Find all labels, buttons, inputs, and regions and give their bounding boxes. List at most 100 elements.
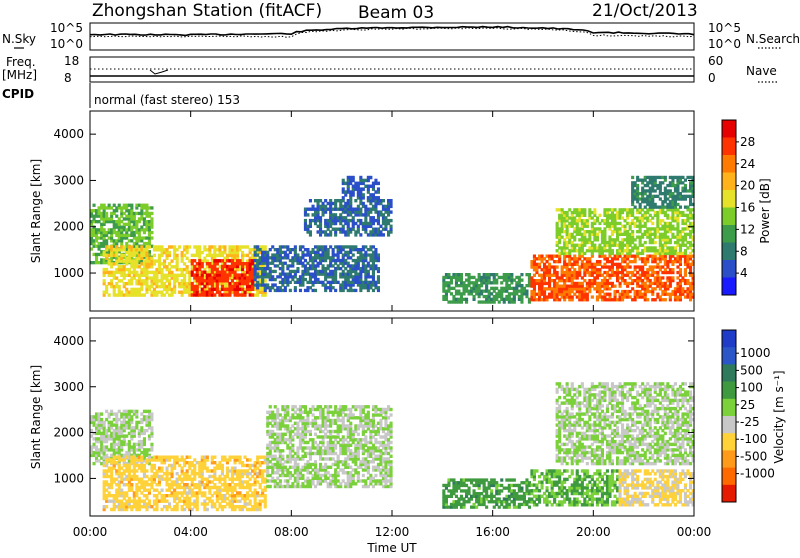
power-cell — [520, 273, 523, 276]
power-cell — [294, 245, 297, 248]
power-cell — [671, 276, 674, 279]
power-colorbar-cell — [722, 260, 736, 278]
power-cell — [150, 217, 153, 220]
cpid-panel: CPID normal (fast stereo) 153 — [2, 83, 240, 108]
power-heatmap — [90, 176, 695, 304]
power-cell — [644, 241, 647, 244]
power-colorbar-cell — [722, 243, 736, 261]
power-cell — [382, 233, 385, 236]
power-cell — [130, 204, 133, 207]
velocity-heatmap — [90, 382, 695, 511]
power-cell — [591, 295, 594, 298]
power-cell — [382, 199, 385, 202]
power-cell — [654, 241, 657, 244]
power-cell — [203, 271, 206, 274]
power-cell — [362, 202, 365, 205]
power-colorbar-cell — [722, 173, 736, 191]
power-cell — [241, 268, 244, 271]
power-cell — [198, 259, 201, 262]
power-cell — [614, 285, 617, 288]
power-cell — [364, 228, 367, 231]
power-cell — [684, 184, 687, 187]
power-colorbar-tick-label: 28 — [740, 135, 755, 149]
power-cell — [196, 285, 199, 288]
power-cell — [334, 289, 337, 292]
power-colorbar-label: Power [dB] — [758, 178, 772, 243]
power-cell — [221, 259, 224, 262]
power-cell — [251, 293, 254, 296]
velocity-cell — [145, 469, 148, 472]
power-cell — [163, 293, 166, 296]
nave-tick-top: 60 — [708, 54, 723, 68]
power-cell — [274, 270, 277, 273]
power-cell — [347, 233, 350, 236]
power-cell — [359, 233, 362, 236]
power-cell — [228, 273, 231, 276]
velocity-cell — [150, 412, 153, 415]
freq-tick-bottom: 8 — [64, 71, 72, 85]
power-cell — [256, 293, 259, 296]
power-cell — [201, 262, 204, 265]
cpid-value: normal (fast stereo) 153 — [94, 93, 240, 107]
power-cell — [390, 228, 393, 231]
power-cell — [183, 274, 186, 277]
power-cell — [636, 184, 639, 187]
power-cell — [377, 182, 380, 186]
velocity-cell — [168, 502, 171, 505]
power-ylabel: Slant Range [km] — [29, 159, 43, 263]
power-cell — [364, 216, 367, 219]
nave-label: Nave — [746, 64, 777, 78]
power-cell — [314, 289, 317, 292]
power-cell — [390, 219, 393, 222]
power-cell — [347, 222, 350, 225]
power-cell — [223, 245, 226, 248]
power-cell — [150, 212, 153, 215]
velocity-cell — [161, 467, 164, 470]
power-cell — [150, 206, 153, 209]
velocity-cell — [130, 483, 133, 486]
power-cell — [166, 257, 169, 260]
power-cell — [679, 268, 682, 271]
power-cell — [304, 219, 307, 222]
power-cell — [178, 245, 181, 248]
power-colorbar-tick-label: 16 — [740, 201, 755, 215]
nsky-label: N.Sky — [2, 32, 36, 46]
power-cell — [216, 262, 219, 265]
power-cell — [324, 210, 327, 213]
power-colorbar-cell — [722, 155, 736, 173]
power-cell — [372, 222, 375, 225]
power-cell — [118, 285, 121, 288]
power-colorbar-cell — [722, 190, 736, 208]
power-cell — [176, 254, 179, 257]
power-cell — [309, 233, 312, 236]
power-cell — [387, 233, 390, 236]
power-colorbar-tick-label: 4 — [740, 266, 748, 280]
power-cell — [181, 293, 184, 296]
power-cell — [354, 233, 357, 236]
velocity-cell — [125, 456, 128, 459]
power-cell — [103, 293, 106, 296]
power-cell — [631, 176, 634, 179]
power-cell — [352, 216, 355, 219]
power-cell — [679, 206, 682, 209]
power-cell — [460, 273, 463, 276]
power-cell — [181, 257, 184, 260]
power-cell — [608, 293, 611, 296]
power-cell — [155, 274, 158, 277]
power-colorbar-cell — [722, 138, 736, 156]
power-colorbar-tick-label: 24 — [740, 157, 755, 171]
power-colorbar-tick-label: 12 — [740, 222, 755, 236]
power-cell — [593, 208, 596, 211]
power-cell — [309, 230, 312, 233]
velocity-cell — [105, 505, 108, 508]
freq-tick-top: 18 — [64, 54, 79, 68]
power-colorbar-cell — [722, 120, 736, 138]
power-cell — [155, 293, 158, 296]
power-cell — [598, 260, 601, 263]
power-cell — [369, 210, 372, 213]
power-cell — [186, 265, 189, 268]
power-cell — [359, 219, 362, 222]
freq-dip — [150, 70, 168, 74]
power-cell — [123, 245, 126, 248]
